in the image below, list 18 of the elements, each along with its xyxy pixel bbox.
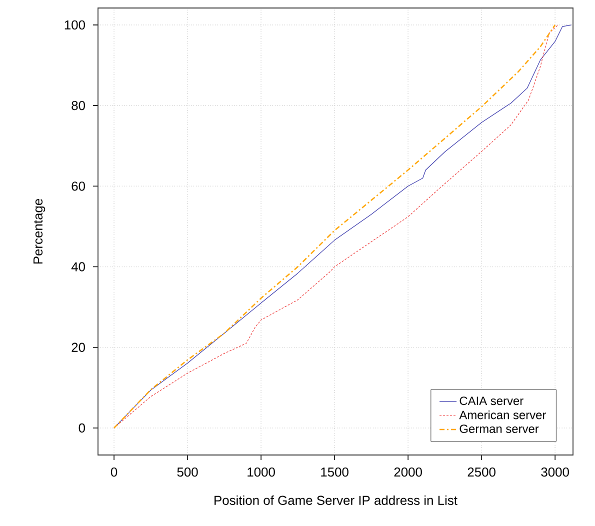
y-tick-label: 100 [64,20,86,30]
x-axis-title: Position of Game Server IP address in List [214,495,458,505]
x-tick-label: 2000 [394,467,422,477]
y-tick-label: 20 [72,342,86,352]
legend-label: American server [459,410,546,420]
x-tick-label: 500 [177,467,198,477]
y-tick-label: 0 [78,423,86,433]
x-tick-label: 3000 [541,467,569,477]
y-tick-label: 60 [72,182,86,191]
y-tick-label: 40 [71,262,86,272]
x-tick-label: 1000 [248,467,275,477]
x-tick-label: 2500 [468,467,496,477]
legend-label: CAIA server [460,396,524,406]
x-tick-label: 1500 [321,467,348,477]
x-tick-label: 0 [110,467,118,477]
y-tick-label: 80 [72,100,86,110]
legend-label: German server [460,424,539,434]
y-axis-title: Percentage [34,198,46,264]
